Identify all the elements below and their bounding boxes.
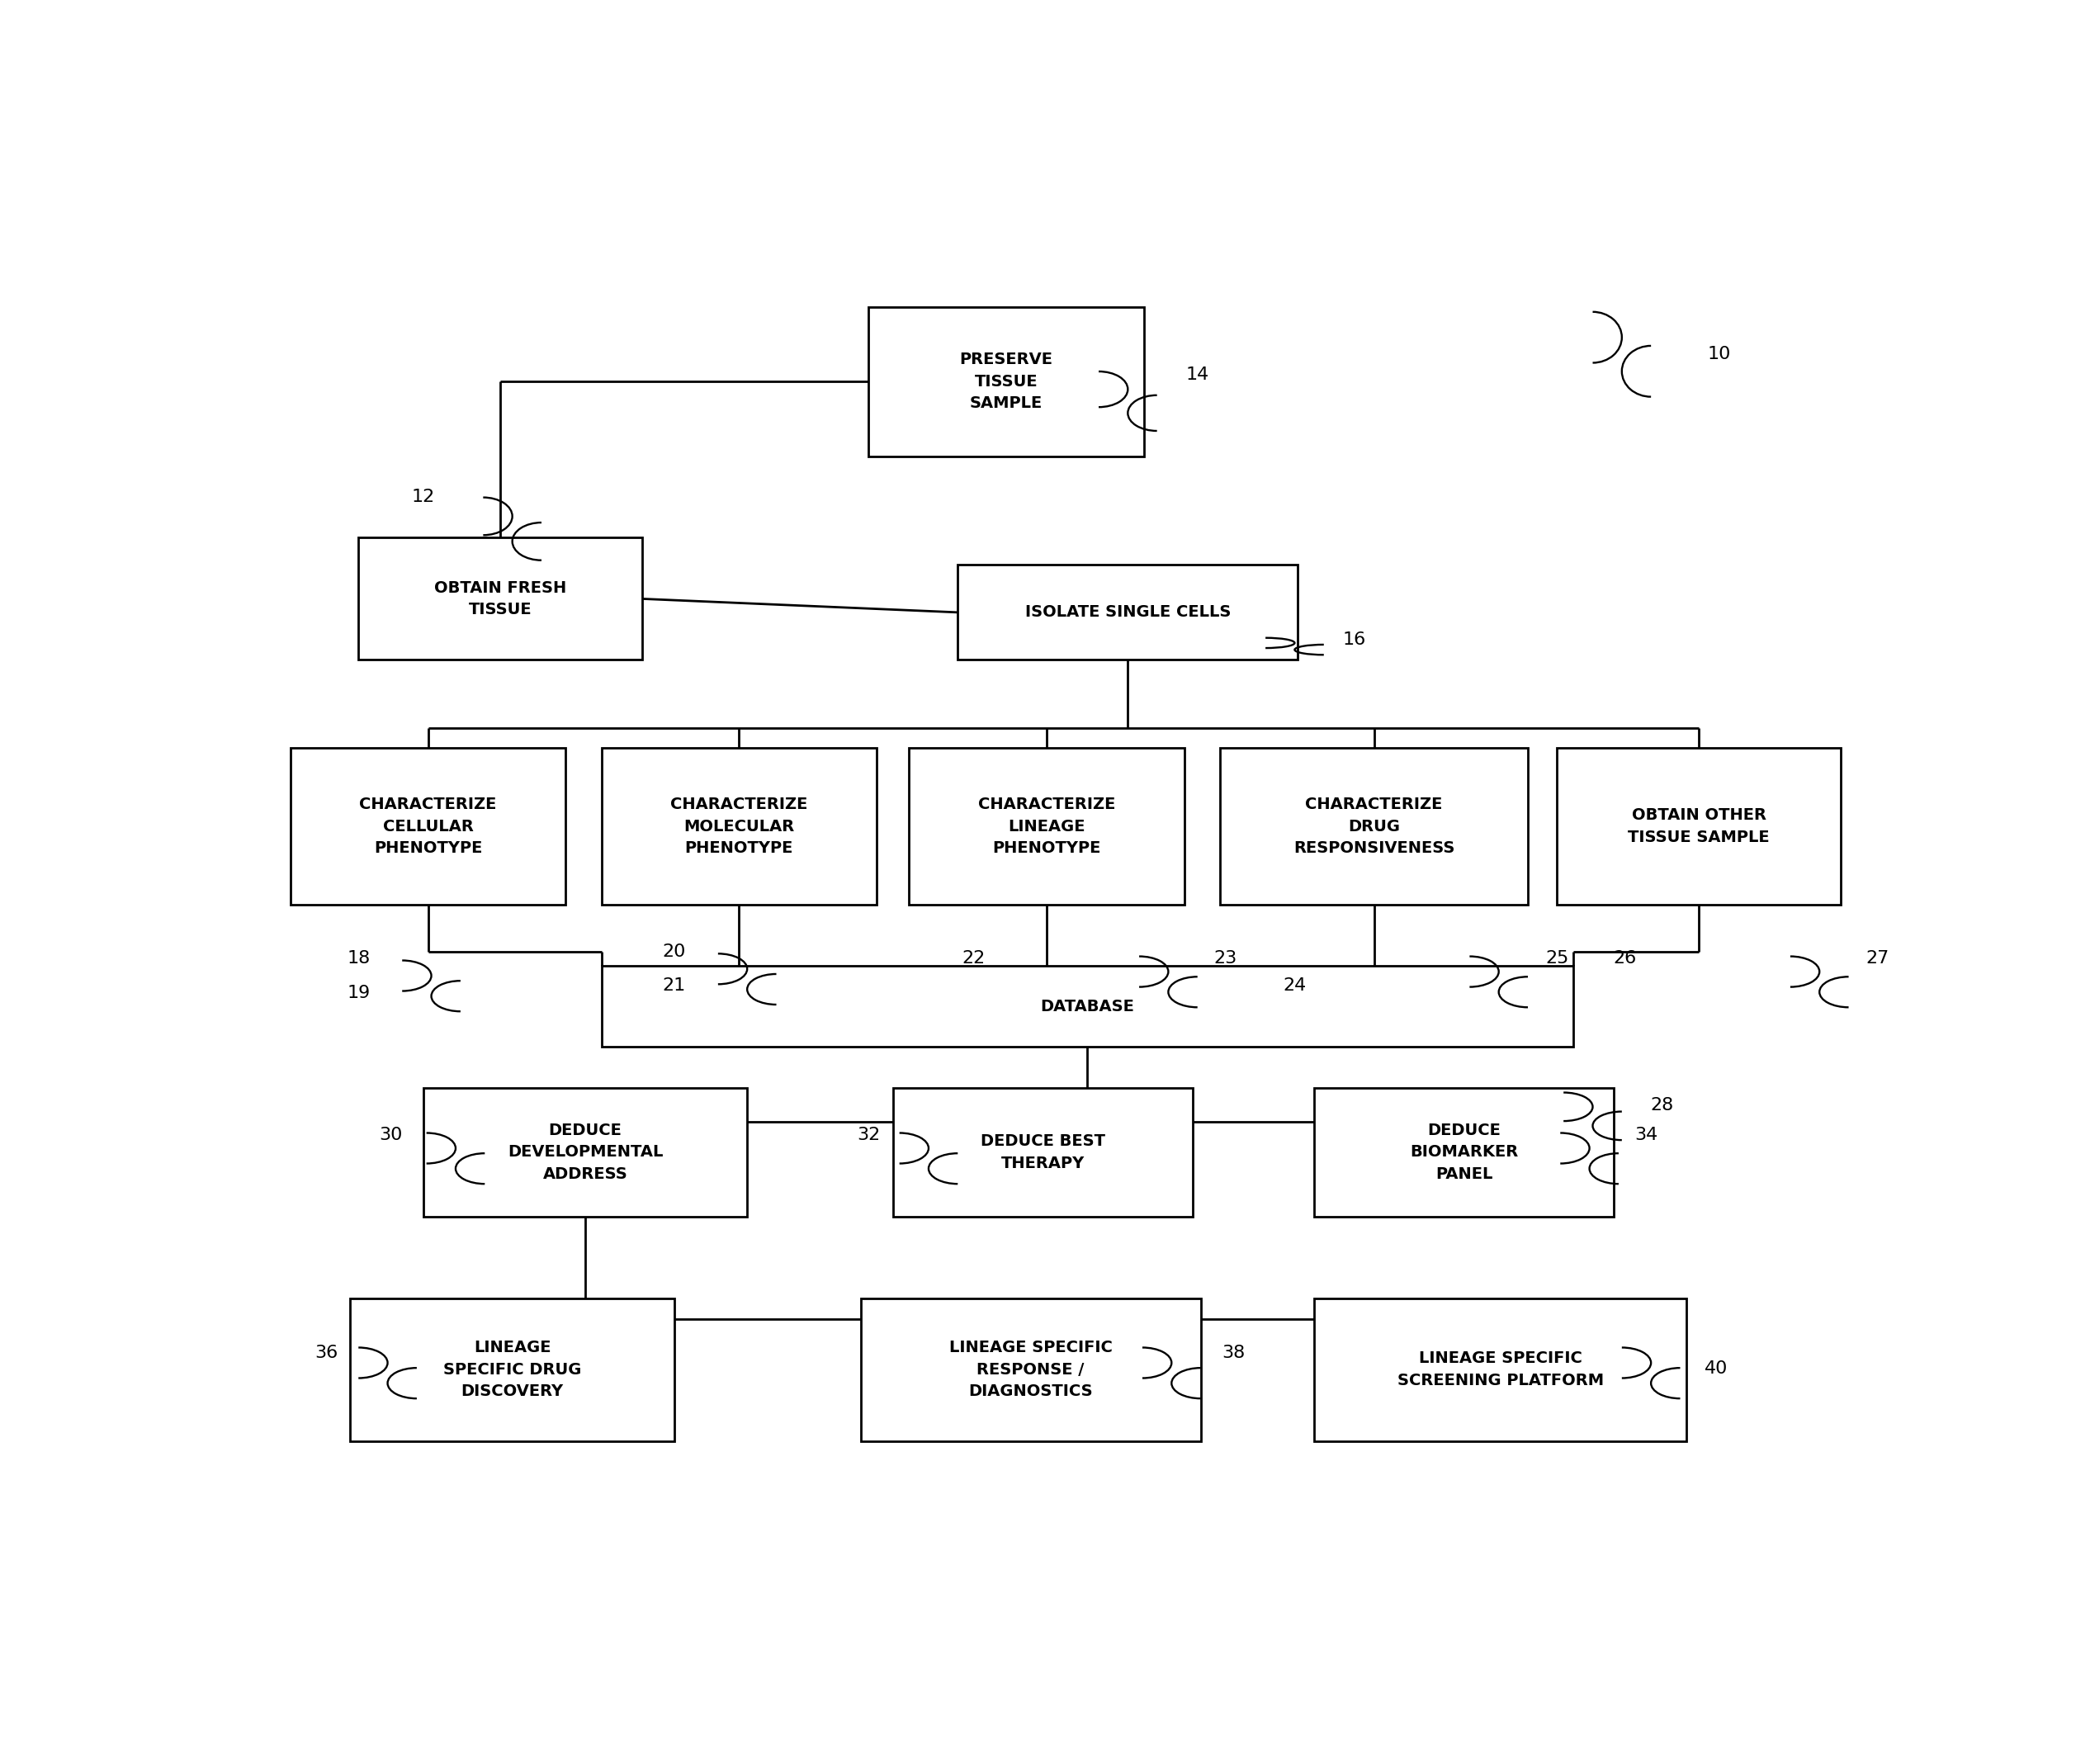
Text: LINEAGE SPECIFIC
SCREENING PLATFORM: LINEAGE SPECIFIC SCREENING PLATFORM [1396,1351,1603,1388]
Bar [422,1088,748,1217]
Bar [351,1298,675,1441]
Text: CHARACTERIZE
CELLULAR
PHENOTYPE: CHARACTERIZE CELLULAR PHENOTYPE [359,797,497,856]
Text: 19: 19 [347,984,370,1000]
Text: CHARACTERIZE
DRUG
RESPONSIVENESS: CHARACTERIZE DRUG RESPONSIVENESS [1294,797,1455,856]
Text: 10: 10 [1708,346,1731,363]
Text: 26: 26 [1613,951,1636,967]
Bar [861,1298,1200,1441]
Text: 22: 22 [961,951,986,967]
Text: LINEAGE SPECIFIC
RESPONSE /
DIAGNOSTICS: LINEAGE SPECIFIC RESPONSE / DIAGNOSTICS [949,1341,1112,1399]
Text: 14: 14 [1185,367,1210,383]
Bar [1221,748,1528,905]
Text: 40: 40 [1703,1360,1728,1378]
Text: 38: 38 [1221,1344,1246,1360]
Text: CHARACTERIZE
MOLECULAR
PHENOTYPE: CHARACTERIZE MOLECULAR PHENOTYPE [671,797,807,856]
Text: DATABASE: DATABASE [1041,998,1135,1014]
Text: OBTAIN OTHER
TISSUE SAMPLE: OBTAIN OTHER TISSUE SAMPLE [1628,808,1770,845]
Text: 28: 28 [1651,1097,1674,1113]
Bar [602,748,878,905]
Text: 18: 18 [347,951,370,967]
Text: 24: 24 [1283,977,1306,995]
Bar [602,965,1574,1048]
Text: 23: 23 [1214,951,1237,967]
Bar [957,564,1298,660]
Text: 32: 32 [857,1127,880,1143]
Bar [359,538,642,660]
Text: ISOLATE SINGLE CELLS: ISOLATE SINGLE CELLS [1024,605,1231,621]
Bar [1557,748,1841,905]
Bar [291,748,566,905]
Text: 27: 27 [1866,951,1889,967]
Text: DEDUCE BEST
THERAPY: DEDUCE BEST THERAPY [980,1134,1106,1171]
Text: PRESERVE
TISSUE
SAMPLE: PRESERVE TISSUE SAMPLE [959,351,1053,411]
Bar [1315,1298,1687,1441]
Text: 12: 12 [412,489,435,505]
Text: 16: 16 [1344,632,1367,647]
Text: 25: 25 [1545,951,1570,967]
Text: DEDUCE
DEVELOPMENTAL
ADDRESS: DEDUCE DEVELOPMENTAL ADDRESS [508,1122,663,1182]
Text: CHARACTERIZE
LINEAGE
PHENOTYPE: CHARACTERIZE LINEAGE PHENOTYPE [978,797,1116,856]
Text: LINEAGE
SPECIFIC DRUG
DISCOVERY: LINEAGE SPECIFIC DRUG DISCOVERY [443,1341,581,1399]
Text: 30: 30 [378,1127,403,1143]
Bar [909,748,1185,905]
Text: OBTAIN FRESH
TISSUE: OBTAIN FRESH TISSUE [435,580,566,617]
Text: 36: 36 [314,1344,339,1360]
Text: 34: 34 [1634,1127,1657,1143]
Bar [892,1088,1193,1217]
Bar [1315,1088,1613,1217]
Text: DEDUCE
BIOMARKER
PANEL: DEDUCE BIOMARKER PANEL [1411,1122,1517,1182]
Text: 21: 21 [663,977,686,995]
Bar [869,307,1143,457]
Text: 20: 20 [663,944,686,960]
